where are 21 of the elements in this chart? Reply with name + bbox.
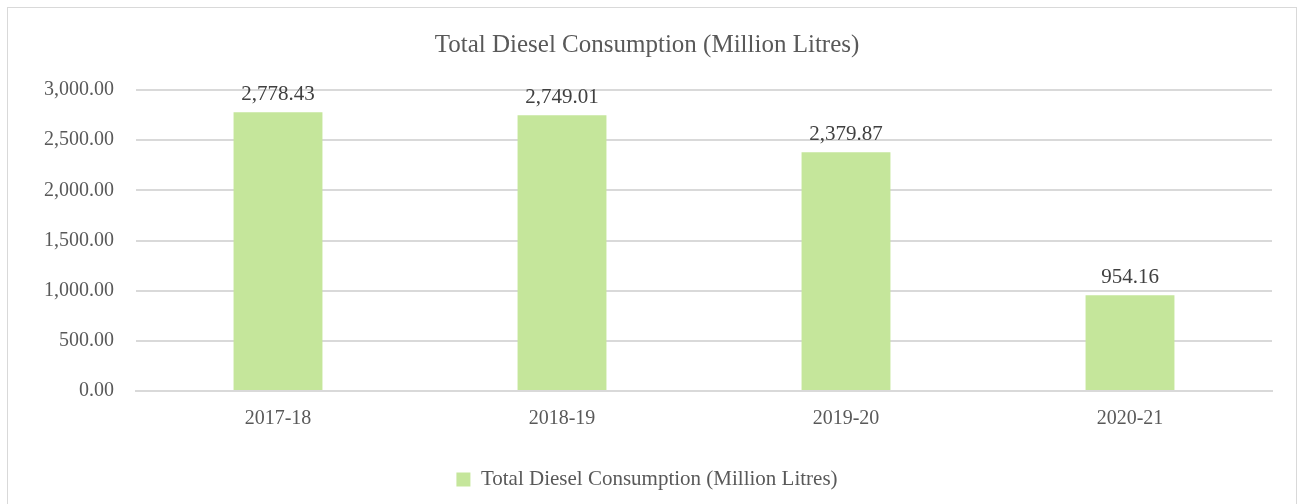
y-tick-label: 0.00: [79, 378, 114, 401]
y-tick-label: 2,000.00: [44, 177, 114, 200]
x-tick-label: 2019-20: [812, 406, 880, 429]
y-tick-label: 3,000.00: [44, 77, 114, 100]
x-tick-label: 2017-18: [244, 406, 312, 429]
bar: [1085, 295, 1175, 390]
data-label: 2,778.43: [241, 81, 315, 106]
bar: [801, 152, 891, 390]
y-tick-label: 1,000.00: [44, 277, 114, 300]
x-tick-label: 2020-21: [1096, 406, 1164, 429]
x-tick-label: 2018-19: [528, 406, 596, 429]
bar: [517, 115, 607, 390]
bar: [233, 112, 323, 390]
legend-label: Total Diesel Consumption (Million Litres): [480, 466, 838, 491]
y-tick-label: 500.00: [59, 328, 114, 351]
chart-title: Total Diesel Consumption (Million Litres): [434, 29, 860, 58]
data-label: 2,749.01: [525, 84, 599, 109]
data-label: 2,379.87: [809, 121, 883, 146]
y-tick-label: 2,500.00: [44, 127, 114, 150]
data-label: 954.16: [1101, 264, 1159, 289]
y-tick-label: 1,500.00: [44, 227, 114, 250]
